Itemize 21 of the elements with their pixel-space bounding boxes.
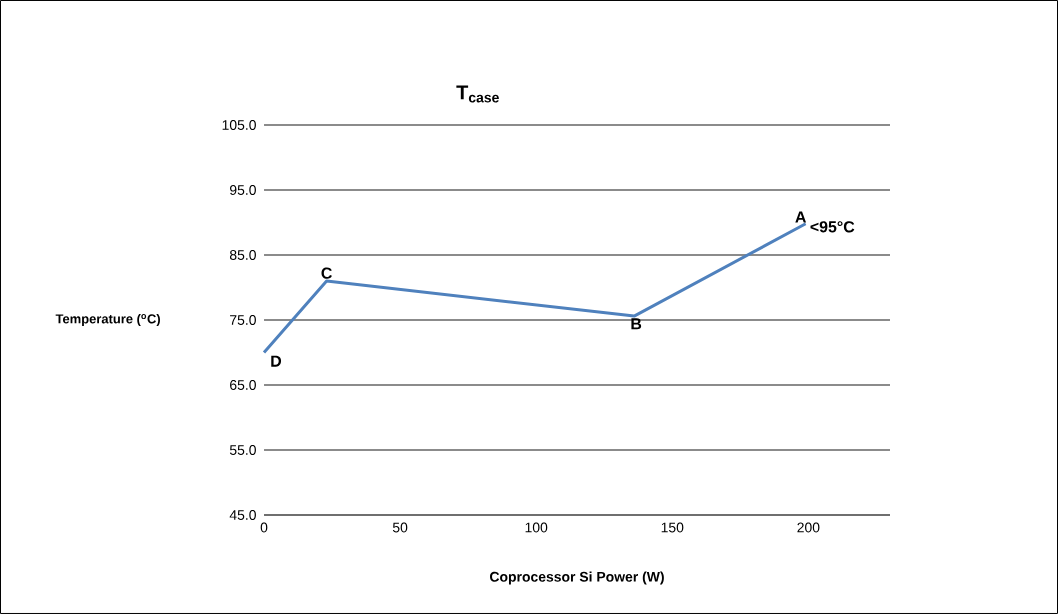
annotation: <95°C	[810, 221, 855, 233]
x-axis-title: Coprocessor Si Power (W)	[490, 571, 664, 585]
x-tick-label: 100	[525, 522, 548, 533]
y-tick-label: 85.0	[229, 250, 256, 260]
annotation: D	[271, 355, 282, 367]
line-series	[262, 222, 808, 354]
chart-title: T$_{case}$	[456, 85, 499, 103]
y-tick-label: 95.0	[230, 185, 256, 195]
x-tick-label: 50	[392, 522, 408, 533]
annotation: A	[795, 211, 807, 223]
y-tick-label: 65.0	[230, 380, 256, 390]
x-tick-label: 200	[797, 522, 820, 533]
y-tick-label: 105.0	[222, 120, 256, 130]
y-tick-label: 55.0	[229, 445, 256, 455]
annotation: C	[321, 267, 332, 279]
y-axis-title: Temperature ($^{o}$C)	[55, 313, 160, 327]
x-tick-label: 150	[661, 522, 684, 533]
y-tick-label: 75.0	[230, 315, 256, 325]
x-tick-label: 0	[260, 522, 268, 533]
y-tick-label: 45.0	[229, 510, 256, 520]
annotation: B	[631, 318, 642, 330]
